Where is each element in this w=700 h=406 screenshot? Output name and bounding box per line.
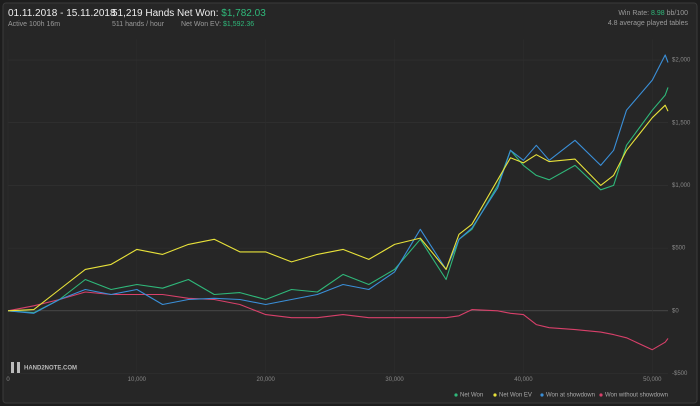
label: Win Rate: [618, 10, 650, 17]
logo-mark [11, 362, 14, 373]
net-won: Net Won: $1,782.03 [177, 8, 266, 19]
label: Net Won EV: [181, 21, 222, 28]
legend-label: Net Won EV [499, 393, 532, 399]
tables: 4.8 average played tables [607, 20, 688, 27]
hands-rate: 511 hands / hour [112, 21, 165, 28]
series-line [7, 291, 669, 351]
x-tick-label: 50,000 [643, 377, 662, 383]
x-tick-label: 10,000 [128, 377, 147, 383]
legend-swatch [493, 393, 497, 397]
x-tick-label: 0 [6, 377, 10, 383]
unit: bb/100 [666, 10, 688, 17]
y-tick-label: $1,000 [672, 183, 691, 189]
value: $1,592.36 [223, 21, 255, 28]
label: Net Won: [177, 8, 219, 19]
legend-label: Net Won [460, 393, 483, 399]
logo: HAND2NOTE.COM [24, 366, 77, 372]
legend-swatch [540, 393, 544, 397]
legend-label: Won without showdown [605, 393, 668, 399]
net-won-ev: Net Won EV: $1,592.36 [181, 21, 254, 28]
date-range: 01.11.2018 - 15.11.2018 [8, 8, 116, 19]
active-time: Active 100h 16m [8, 21, 61, 28]
series-line [7, 104, 669, 312]
legend-swatch [599, 393, 603, 397]
hands: 51,219 Hands [112, 8, 175, 19]
win-rate: Win Rate: 8.98 bb/100 [618, 10, 688, 17]
legend-label: Won at showdown [546, 393, 595, 399]
x-tick-label: 20,000 [257, 377, 276, 383]
x-tick-label: 30,000 [385, 377, 404, 383]
y-tick-label: $2,000 [672, 58, 691, 64]
logo-mark [17, 362, 20, 373]
y-tick-label: -$500 [672, 371, 688, 377]
series-line [7, 87, 669, 314]
x-tick-label: 40,000 [514, 377, 533, 383]
value: $1,782.03 [221, 8, 266, 19]
series-line [7, 54, 669, 314]
y-tick-label: $0 [672, 308, 679, 314]
legend-swatch [454, 393, 458, 397]
value: 8.98 [651, 10, 665, 17]
y-tick-label: $1,500 [672, 120, 691, 126]
y-tick-label: $500 [672, 246, 686, 252]
